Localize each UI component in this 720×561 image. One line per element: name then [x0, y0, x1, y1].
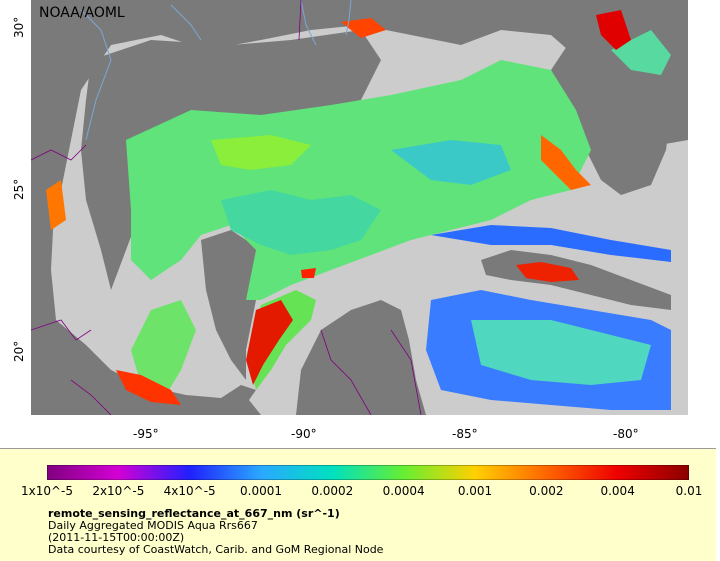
- colorbar-tick-label: 1x10^-5: [20, 484, 74, 498]
- colorbar-tick-label: 0.002: [529, 484, 564, 498]
- coastal-highs: [46, 10, 631, 405]
- data-credit: Data courtesy of CoastWatch, Carib. and …: [48, 543, 384, 556]
- lon-tick-95: -95°: [133, 427, 159, 441]
- colorbar-tick-label: 0.0002: [311, 484, 354, 498]
- dataset-time: (2011-11-15T00:00:00Z): [48, 531, 185, 544]
- lat-tick-25: 25°: [12, 178, 26, 200]
- colorbar: [47, 465, 689, 480]
- colorbar-tick-label: 2x10^-5: [92, 484, 145, 498]
- colorbar-tick-label: 4x10^-5: [163, 484, 216, 498]
- colorbar-tick-label: 0.01: [675, 484, 703, 498]
- lon-tick-90: -90°: [291, 427, 317, 441]
- rivers: [80, 0, 352, 141]
- lat-tick-20: 20°: [12, 340, 26, 362]
- colorbar-tick-label: 0.0001: [240, 484, 282, 498]
- variable-name: remote_sensing_reflectance_at_667_nm (sr…: [48, 507, 340, 520]
- reflectance-data: [126, 30, 671, 410]
- borders: [31, 0, 422, 415]
- colorbar-tick-label: 0.001: [457, 484, 493, 498]
- lon-tick-80: -80°: [613, 427, 639, 441]
- lon-tick-85: -85°: [452, 427, 478, 441]
- legend-panel: 1x10^-5 2x10^-5 4x10^-5 0.0001 0.0002 0.0004 0…: [0, 448, 716, 561]
- credit-text: NOAA/AOML: [39, 5, 125, 21]
- dataset-title: Daily Aggregated MODIS Aqua Rrs667: [48, 519, 258, 532]
- colorbar-tick-label: 0.0004: [382, 484, 425, 498]
- map-plot: NOAA/AOML: [31, 0, 688, 415]
- colorbar-tick-label: 0.004: [600, 484, 635, 498]
- lat-tick-30: 30°: [12, 16, 26, 38]
